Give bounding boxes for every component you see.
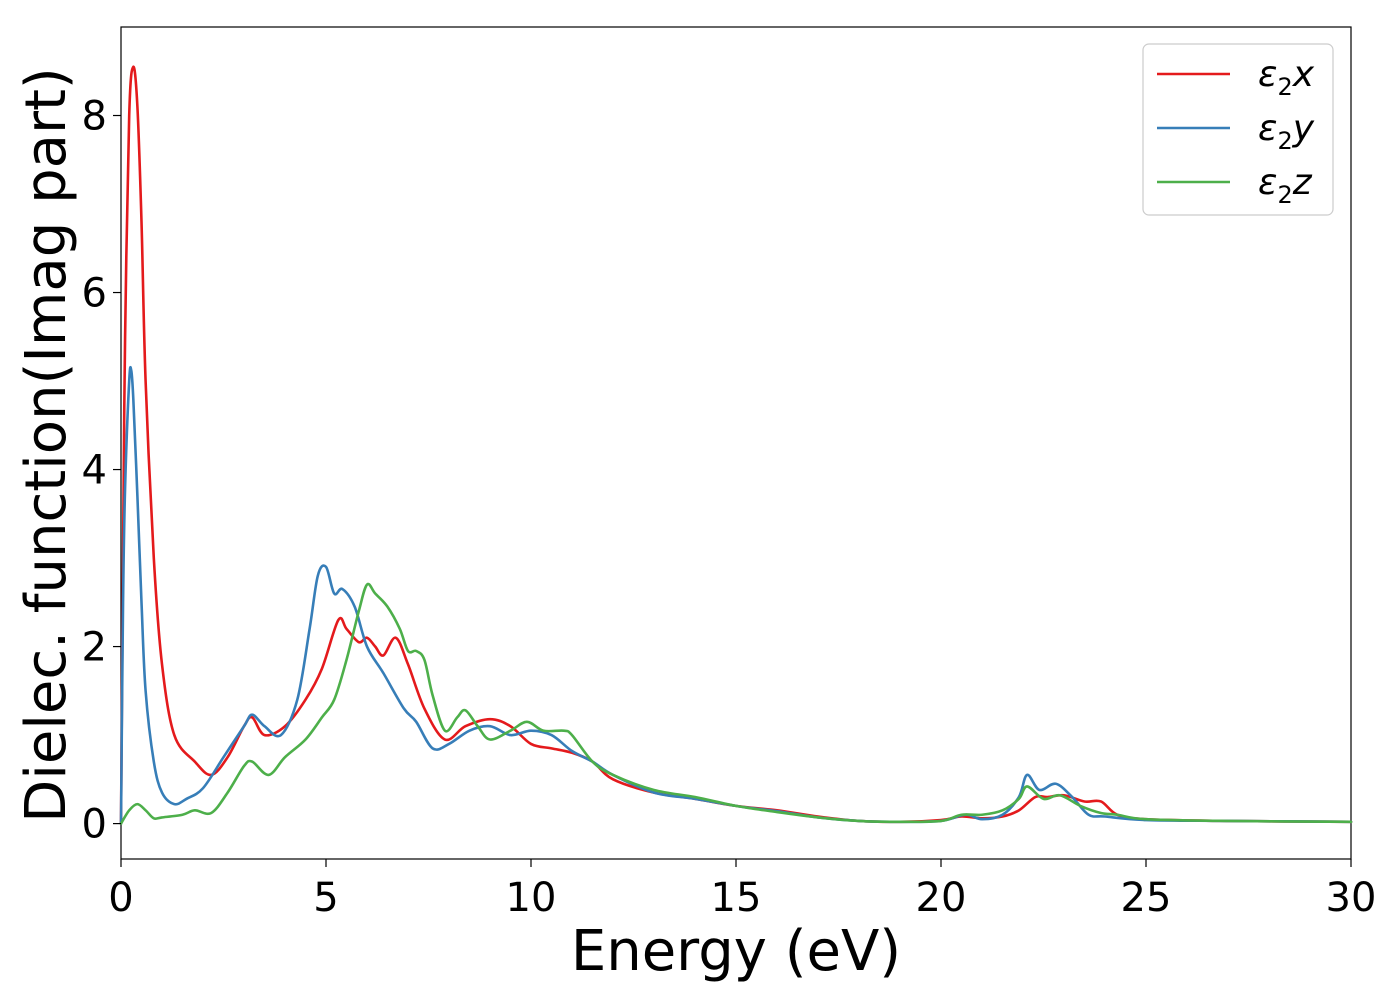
x-tick-label: 30 [1326, 875, 1377, 921]
x-axis-ticks: 0 5 10 15 20 25 30 [108, 859, 1376, 921]
x-tick-label: 15 [711, 875, 762, 921]
x-tick-label: 0 [108, 875, 133, 921]
y-tick-label: 2 [82, 625, 107, 671]
y-tick-label: 4 [82, 448, 107, 494]
legend-label-y: ε2y [1258, 108, 1315, 155]
y-tick-label: 6 [82, 271, 107, 317]
x-tick-label: 25 [1121, 875, 1172, 921]
series-line-z [119, 582, 1353, 825]
y-tick-label: 8 [82, 94, 107, 140]
series-line-y [119, 366, 1353, 825]
legend: ε2x ε2y ε2z [1142, 43, 1334, 216]
y-axis-title: Dielec. function(Imag part) [14, 67, 79, 823]
y-tick-label: 0 [82, 802, 107, 848]
legend-label-x: ε2x [1258, 54, 1315, 101]
y-axis-ticks: 0 2 4 6 8 [82, 94, 121, 848]
legend-label-z: ε2z [1258, 162, 1313, 209]
x-tick-label: 20 [916, 875, 967, 921]
series-line-x [119, 65, 1353, 825]
legend-items: ε2x ε2y ε2z [1157, 54, 1315, 209]
x-tick-label: 5 [313, 875, 338, 921]
legend-box [1142, 43, 1334, 216]
series-layer [119, 65, 1353, 825]
x-tick-label: 10 [506, 875, 557, 921]
x-axis-title: Energy (eV) [571, 919, 901, 984]
